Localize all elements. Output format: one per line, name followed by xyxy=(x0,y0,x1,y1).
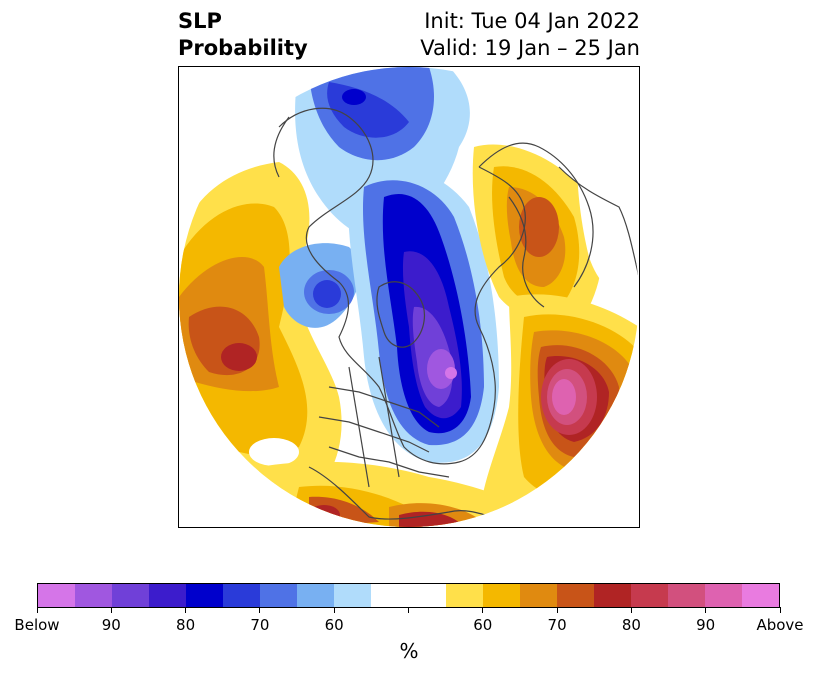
colorbar-tick-label: 70 xyxy=(250,616,270,634)
colorbar-tick-label: 70 xyxy=(547,616,567,634)
colorbar-segment xyxy=(297,584,335,607)
colorbar-unit: % xyxy=(399,639,419,663)
colorbar-tick xyxy=(482,607,484,613)
colorbar-tick xyxy=(259,607,261,613)
colorbar-tick xyxy=(333,607,335,613)
colorbar-tick-label: 80 xyxy=(621,616,641,634)
colorbar-tick-label: 60 xyxy=(324,616,344,634)
colorbar-segment xyxy=(630,584,668,607)
colorbar-segment xyxy=(186,584,224,607)
colorbar-segment xyxy=(519,584,557,607)
colorbar-tick xyxy=(185,607,187,613)
colorbar-tick-label: 80 xyxy=(176,616,196,634)
colorbar-segment xyxy=(112,584,150,607)
colorbar-segment xyxy=(667,584,705,607)
colorbar-tick-label: 60 xyxy=(473,616,493,634)
colorbar-segment xyxy=(38,584,76,607)
colorbar-segment xyxy=(704,584,742,607)
colorbar-tick xyxy=(779,607,781,613)
colorbar-segment xyxy=(371,584,409,607)
colorbar-segment xyxy=(260,584,298,607)
colorbar-tick-label: 90 xyxy=(101,616,121,634)
colorbar-segment xyxy=(482,584,520,607)
title-line-2: Probability xyxy=(178,36,308,60)
init-date: Init: Tue 04 Jan 2022 xyxy=(424,9,640,33)
forecast-info: Init: Tue 04 Jan 2022 Valid: 19 Jan – 25… xyxy=(420,8,640,62)
valid-range: Valid: 19 Jan – 25 Jan xyxy=(420,36,640,60)
colorbar xyxy=(37,583,780,608)
colorbar-segment xyxy=(334,584,372,607)
title-line-1: SLP xyxy=(178,9,222,33)
map-panel xyxy=(178,66,640,528)
shaded-field xyxy=(179,67,639,527)
colorbar-segment xyxy=(149,584,187,607)
colorbar-segment xyxy=(556,584,594,607)
colorbar-tick xyxy=(705,607,707,613)
colorbar-tick xyxy=(556,607,558,613)
colorbar-segment xyxy=(445,584,483,607)
colorbar-tick xyxy=(408,607,409,613)
coastlines xyxy=(273,107,639,523)
colorbar-tick-label: 90 xyxy=(696,616,716,634)
chart-title: SLP Probability xyxy=(178,8,308,62)
colorbar-tick-label: Above xyxy=(756,616,804,634)
colorbar-tick-label: Below xyxy=(14,616,60,634)
probability-map xyxy=(179,67,639,527)
colorbar-segment xyxy=(223,584,261,607)
colorbar-segment xyxy=(408,584,446,607)
colorbar-segment xyxy=(741,584,779,607)
colorbar-tick xyxy=(110,607,112,613)
colorbar-tick xyxy=(36,607,38,613)
colorbar-tick xyxy=(630,607,632,613)
colorbar-segment xyxy=(75,584,113,607)
colorbar-segment xyxy=(593,584,631,607)
